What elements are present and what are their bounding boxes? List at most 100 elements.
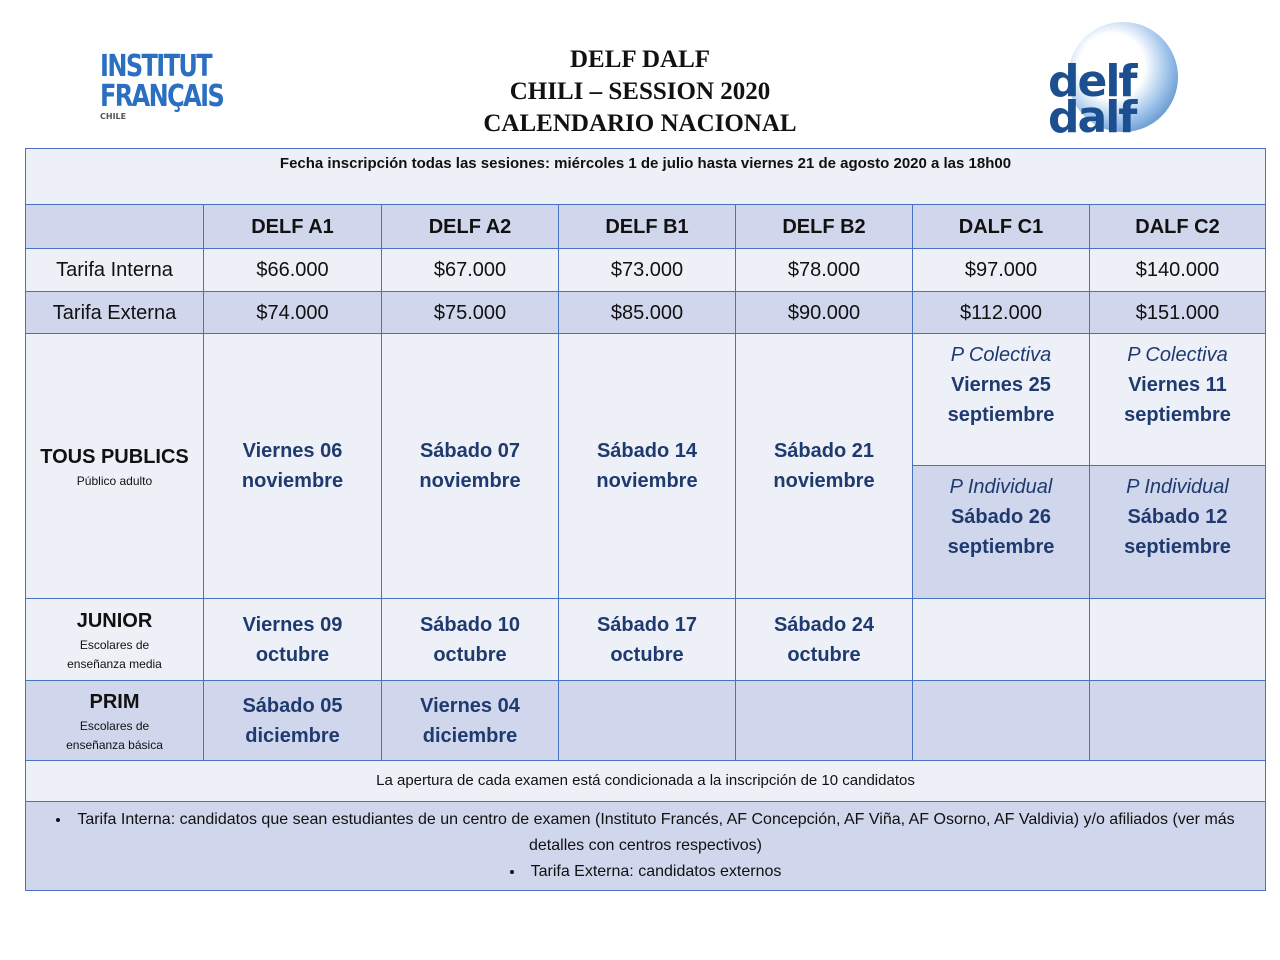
table-cell (25, 204, 204, 249)
date: Sábado 17 (596, 613, 698, 636)
logo-text: dalf (1048, 92, 1137, 143)
column-header: DELF B2 (782, 215, 866, 238)
table-cell: TOUS PUBLICS Público adulto (25, 333, 204, 599)
date: octubre (255, 643, 330, 666)
row-label: JUNIOR (76, 609, 153, 632)
row-sublabel: enseñanza media (67, 656, 162, 671)
row-label: TOUS PUBLICS (40, 445, 189, 468)
table-cell: JUNIOR Escolares de enseñanza media (25, 598, 204, 681)
column-header: DALF C1 (958, 215, 1044, 238)
date: Viernes 09 (242, 613, 343, 636)
fee: $78.000 (787, 259, 861, 281)
table-cell: DELF A2 (381, 204, 559, 249)
date: noviembre (241, 470, 344, 492)
date: octubre (787, 643, 861, 666)
fee: $74.000 (256, 301, 329, 324)
table-cell: $67.000 (381, 248, 559, 292)
table-cell (735, 680, 913, 761)
table-cell (1089, 680, 1266, 761)
table-cell: Sábado 10 octubre (381, 598, 559, 681)
date: septiembre (1124, 404, 1231, 426)
delf-logo: delf dalf (1040, 22, 1180, 143)
table-cell: $73.000 (558, 248, 736, 292)
session: P Colectiva (1127, 344, 1228, 366)
fee: $67.000 (433, 259, 507, 281)
table-cell: $78.000 (735, 248, 913, 292)
table-cell: Sábado 14 noviembre (558, 333, 736, 599)
table-cell: P Colectiva Viernes 11 septiembre (1089, 333, 1266, 466)
fee: $75.000 (433, 301, 507, 324)
condition: La apertura de cada examen está condicio… (376, 772, 915, 789)
logo-text: delf (1048, 56, 1138, 107)
row-label: PRIM (89, 690, 140, 713)
fee: $66.000 (256, 259, 329, 281)
logo-text: CHILE (100, 112, 127, 121)
date: Sábado 07 (419, 440, 521, 462)
date: septiembre (1124, 536, 1231, 558)
table-cell: $90.000 (735, 291, 913, 334)
column-header: DELF B1 (605, 215, 689, 238)
table-cell: $140.000 (1089, 248, 1266, 292)
title-line: CHILI – SESSION 2020 (509, 78, 771, 105)
fee: $85.000 (610, 301, 684, 324)
date: septiembre (947, 536, 1055, 558)
column-header: DELF A1 (251, 215, 334, 238)
table-cell: La apertura de cada examen está condicio… (25, 760, 1266, 802)
table-cell: P Colectiva Viernes 25 septiembre (912, 333, 1090, 466)
date: septiembre (947, 404, 1055, 426)
logo-text: INSTITUT (100, 49, 213, 84)
session: P Individual (1126, 476, 1229, 498)
table-cell: $74.000 (203, 291, 382, 334)
date: noviembre (596, 470, 698, 492)
table-cell: DALF C1 (912, 204, 1090, 249)
fee: $151.000 (1135, 301, 1220, 324)
table-cell (912, 598, 1090, 681)
table-cell: Viernes 04 diciembre (381, 680, 559, 761)
title: DELF DALF CHILI – SESSION 2020 CALENDARI… (390, 44, 890, 140)
logo-text: FRANÇAIS (100, 79, 225, 114)
date: octubre (610, 643, 684, 666)
table-cell: Viernes 09 octubre (203, 598, 382, 681)
logo-ring (1068, 22, 1178, 132)
row-sublabel: Escolares de (79, 718, 150, 733)
title-line: DELF DALF (569, 46, 711, 73)
fee: $140.000 (1135, 259, 1220, 281)
table-cell (1089, 598, 1266, 681)
date: diciembre (245, 724, 340, 747)
institut-logo: INSTITUT FRANÇAIS CHILE (100, 52, 254, 122)
date: octubre (433, 643, 507, 666)
date: Sábado 21 (773, 440, 875, 462)
table-cell: $85.000 (558, 291, 736, 334)
table-cell: DELF B2 (735, 204, 913, 249)
column-header: DELF A2 (428, 215, 512, 238)
date: Viernes 11 (1128, 374, 1227, 396)
date: diciembre (422, 724, 518, 747)
fee: $112.000 (960, 301, 1042, 324)
table-cell: Sábado 05 diciembre (203, 680, 382, 761)
note: Tarifa Interna: candidatos que sean estu… (56, 807, 1235, 859)
table-cell: DALF C2 (1089, 204, 1266, 249)
date: Sábado 26 (950, 506, 1052, 528)
table-cell: Sábado 17 octubre (558, 598, 736, 681)
table-cell: DELF A1 (203, 204, 382, 249)
row-sublabel: enseñanza básica (66, 737, 163, 752)
table-cell: Sábado 07 noviembre (381, 333, 559, 599)
table-cell: Fecha inscripción todas las sesiones: mi… (25, 148, 1266, 205)
table-cell: DELF B1 (558, 204, 736, 249)
fee: $97.000 (964, 259, 1038, 281)
row-sublabel: Escolares de (79, 637, 150, 652)
fee: $90.000 (787, 301, 861, 324)
table-cell: $112.000 (912, 291, 1090, 334)
date: Sábado 05 (242, 694, 343, 717)
column-header: DALF C2 (1135, 215, 1220, 238)
session: P Individual (949, 476, 1053, 498)
fee: $73.000 (610, 259, 684, 281)
table-cell: P Individual Sábado 26 septiembre (912, 465, 1090, 599)
table-cell: $75.000 (381, 291, 559, 334)
row-label: Tarifa Interna (56, 259, 173, 281)
table-cell: Viernes 06 noviembre (203, 333, 382, 599)
table-cell: $151.000 (1089, 291, 1266, 334)
date: Sábado 24 (773, 613, 875, 636)
session: P Colectiva (950, 344, 1052, 366)
